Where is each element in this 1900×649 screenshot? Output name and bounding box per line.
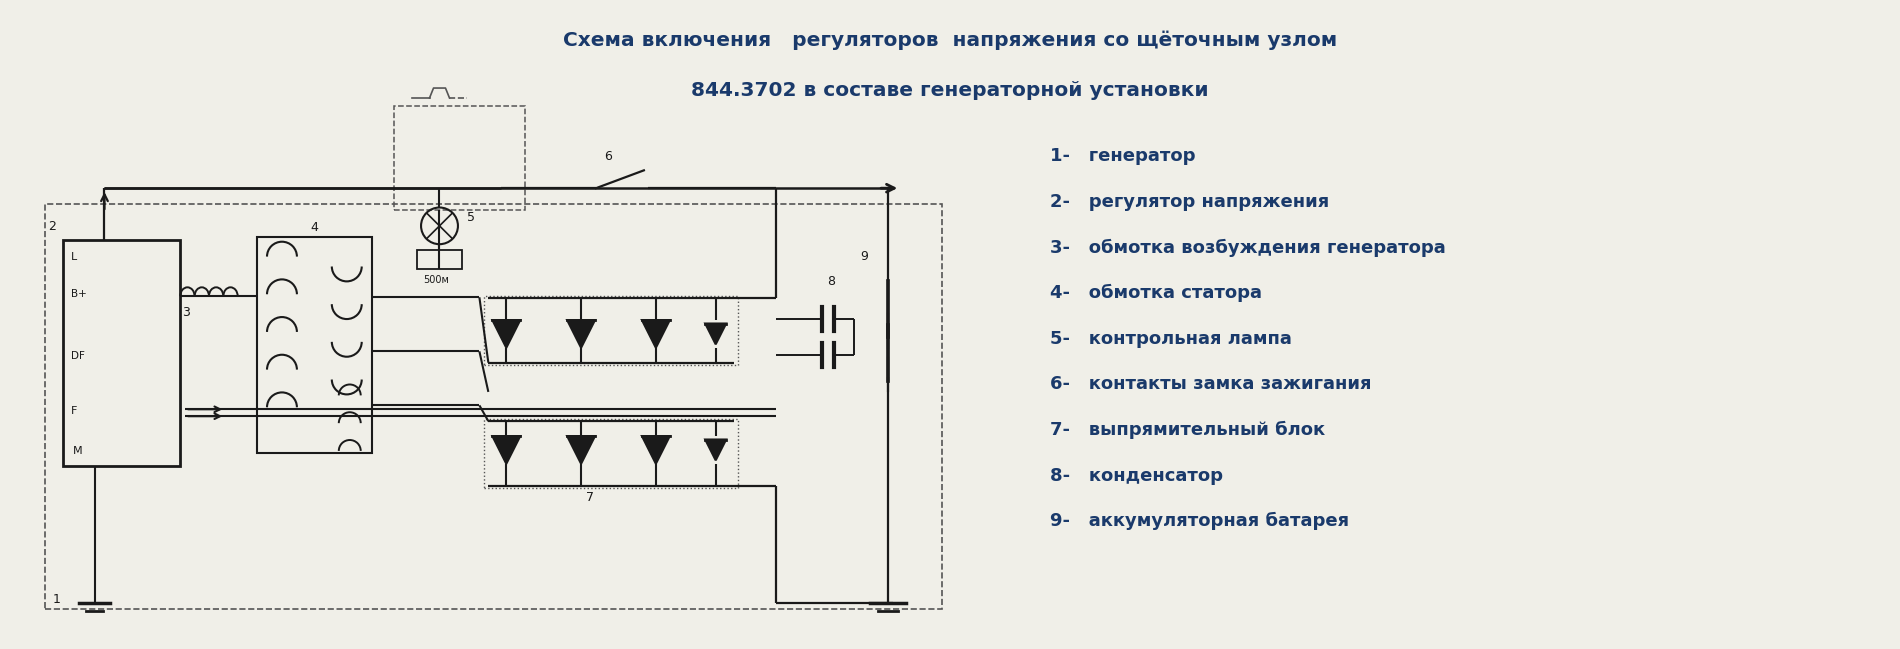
Text: L: L	[70, 252, 76, 262]
Text: 8-   конденсатор: 8- конденсатор	[1049, 467, 1224, 485]
Polygon shape	[566, 436, 595, 464]
Text: 8: 8	[826, 275, 836, 288]
Text: 6-   контакты замка зажигания: 6- контакты замка зажигания	[1049, 376, 1372, 393]
Polygon shape	[705, 439, 726, 460]
Text: 4-   обмотка статора: 4- обмотка статора	[1049, 284, 1262, 302]
Text: 2: 2	[48, 220, 55, 233]
Bar	[46, 204, 942, 609]
Text: 3-   обмотка возбуждения генератора: 3- обмотка возбуждения генератора	[1049, 239, 1446, 257]
Polygon shape	[492, 320, 521, 348]
Text: 9: 9	[861, 250, 868, 263]
Bar	[484, 296, 737, 365]
Text: 844.3702 в составе генераторной установки: 844.3702 в составе генераторной установк…	[692, 80, 1208, 99]
Text: 2-   регулятор напряжения: 2- регулятор напряжения	[1049, 193, 1328, 211]
Text: 9-   аккумуляторная батарея: 9- аккумуляторная батарея	[1049, 512, 1349, 530]
Text: F: F	[70, 406, 78, 416]
Text: 6: 6	[604, 151, 612, 164]
Bar	[484, 419, 737, 487]
Text: 7-   выпрямительный блок: 7- выпрямительный блок	[1049, 421, 1324, 439]
Text: Схема включения   регуляторов  напряжения со щёточным узлом: Схема включения регуляторов напряжения с…	[562, 31, 1338, 50]
Text: 7: 7	[585, 491, 595, 504]
Bar	[416, 250, 462, 269]
Text: 1-   генератор: 1- генератор	[1049, 147, 1195, 165]
Text: 5-   контрольная лампа: 5- контрольная лампа	[1049, 330, 1292, 348]
Text: 5: 5	[467, 211, 475, 224]
Text: 500м: 500м	[424, 275, 450, 285]
Text: 1: 1	[53, 593, 61, 606]
Polygon shape	[642, 436, 671, 464]
Text: 4: 4	[310, 221, 319, 234]
Bar	[393, 106, 524, 210]
Polygon shape	[642, 320, 671, 348]
Text: 3: 3	[182, 306, 190, 319]
Text: B+: B+	[70, 289, 86, 299]
Polygon shape	[705, 323, 726, 345]
Text: M: M	[72, 446, 82, 456]
Text: DF: DF	[70, 350, 84, 361]
Bar	[63, 239, 180, 466]
Polygon shape	[566, 320, 595, 348]
Polygon shape	[492, 436, 521, 464]
Bar	[256, 237, 372, 453]
